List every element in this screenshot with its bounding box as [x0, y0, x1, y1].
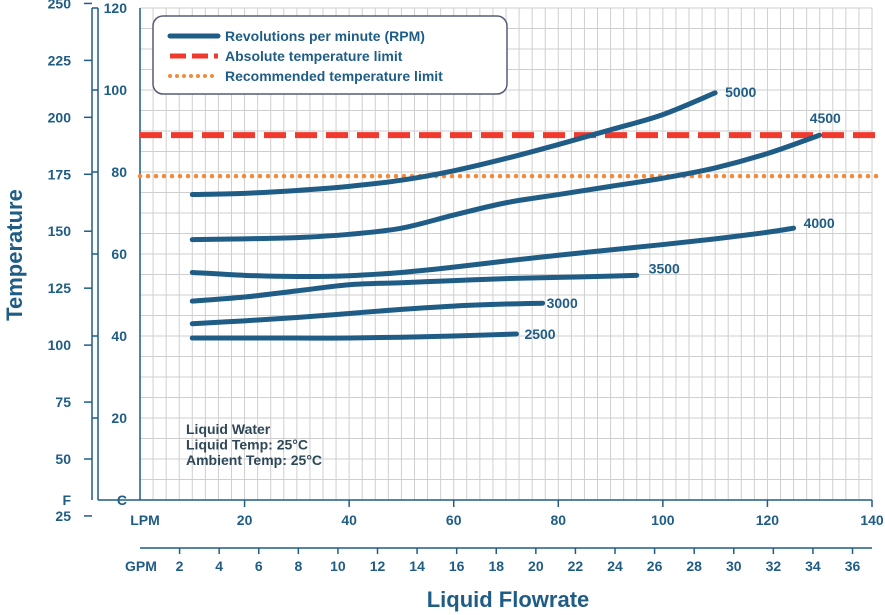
tick-label-fahrenheit: 25: [55, 508, 71, 524]
tick-label-fahrenheit: 200: [48, 109, 72, 125]
annotation-line: Ambient Temp: 25°C: [186, 452, 322, 468]
series-line-3500: [189, 272, 640, 304]
tick-label-lpm: 140: [860, 512, 884, 528]
tick-label-gpm: 16: [449, 558, 465, 574]
tick-label-gpm: 14: [409, 558, 425, 574]
tick-label-fahrenheit: 75: [55, 394, 71, 410]
annotation-line: Liquid Temp: 25°C: [186, 437, 308, 453]
tick-label-celsius: 120: [104, 0, 128, 16]
series-label-2500: 2500: [524, 326, 555, 342]
tick-label-lpm: 60: [446, 512, 462, 528]
tick-label-gpm: 6: [255, 558, 263, 574]
tick-label-gpm: 30: [726, 558, 742, 574]
series-label-4000: 4000: [804, 215, 835, 231]
series-line-4000: [189, 225, 797, 280]
legend-box: [152, 15, 508, 95]
series-label-3500: 3500: [649, 260, 680, 276]
x-axis-title: Liquid Flowrate: [427, 587, 590, 612]
tick-label-fahrenheit: 225: [48, 52, 72, 68]
tick-label-lpm: 100: [651, 512, 675, 528]
tick-label-fahrenheit: 175: [48, 166, 72, 182]
tick-label-lpm: 120: [756, 512, 780, 528]
tick-label-gpm: 24: [607, 558, 623, 574]
series-label-3000: 3000: [547, 295, 578, 311]
tick-label-gpm: 10: [330, 558, 346, 574]
tick-label-celsius: 80: [111, 164, 127, 180]
tick-label-gpm: 36: [845, 558, 861, 574]
tick-label-fahrenheit: 50: [55, 451, 71, 467]
tick-label-fahrenheit: 100: [48, 337, 72, 353]
tick-label-celsius: 60: [111, 246, 127, 262]
legend: Revolutions per minute (RPM) Absolute tem…: [152, 15, 508, 95]
tick-label-gpm: 34: [805, 558, 821, 574]
legend-label: Absolute temperature limit: [225, 48, 403, 64]
tick-label-gpm: 28: [686, 558, 702, 574]
series-line-2500: [189, 331, 519, 341]
legend-label: Revolutions per minute (RPM): [225, 28, 425, 44]
tick-label-lpm: 80: [550, 512, 566, 528]
series-label-5000: 5000: [725, 84, 756, 100]
axis-unit-lpm: LPM: [130, 512, 160, 528]
tick-label-gpm: 2: [176, 558, 184, 574]
series-line-5000: [189, 90, 718, 198]
axis-unit-celsius: C: [117, 492, 127, 508]
y-axis-title: Temperature: [2, 189, 27, 321]
series-line-4500: [189, 132, 823, 243]
tick-label-gpm: 20: [528, 558, 544, 574]
tick-label-gpm: 4: [215, 558, 223, 574]
tick-label-gpm: 18: [488, 558, 504, 574]
tick-label-gpm: 12: [370, 558, 386, 574]
axis-unit-gpm: GPM: [125, 558, 157, 574]
tick-label-fahrenheit: 125: [48, 280, 72, 296]
tick-label-gpm: 22: [568, 558, 584, 574]
annotation-line: Liquid Water: [186, 421, 271, 437]
tick-label-celsius: 100: [104, 82, 128, 98]
tick-label-celsius: 20: [111, 410, 127, 426]
series-label-4500: 4500: [810, 110, 841, 126]
tick-label-lpm: 40: [341, 512, 357, 528]
tick-label-celsius: 40: [111, 328, 127, 344]
series-line-3000: [189, 300, 546, 327]
tick-label-fahrenheit: 250: [48, 0, 72, 11]
axis-unit-fahrenheit: F: [62, 492, 71, 508]
tick-label-gpm: 8: [294, 558, 302, 574]
tick-label-lpm: 20: [237, 512, 253, 528]
tick-label-fahrenheit: 150: [48, 223, 72, 239]
tick-label-gpm: 26: [647, 558, 663, 574]
tick-label-gpm: 32: [766, 558, 782, 574]
legend-label: Recommended temperature limit: [225, 68, 443, 84]
